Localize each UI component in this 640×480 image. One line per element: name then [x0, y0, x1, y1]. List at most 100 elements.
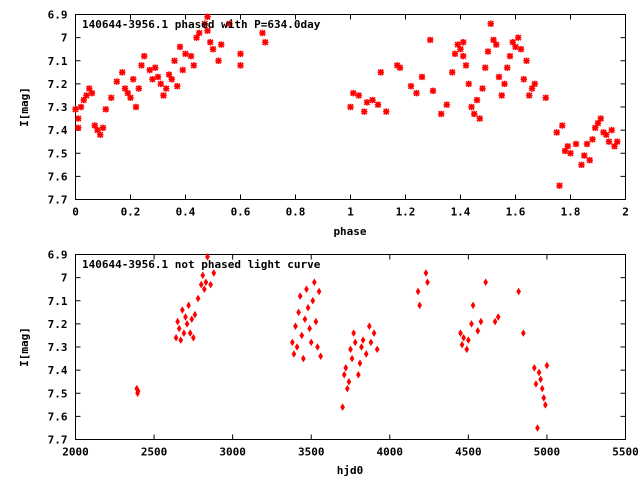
data-point [460, 52, 467, 60]
y-tick-label: 7.7 [48, 434, 68, 447]
data-point [361, 108, 368, 115]
data-point [374, 345, 380, 354]
data-point [99, 124, 107, 132]
y-tick-label: 6.9 [48, 9, 68, 22]
data-point [418, 73, 426, 81]
x-tick-label: 1.6 [506, 206, 526, 219]
data-point [572, 140, 580, 148]
data-point [193, 34, 200, 41]
data-point [293, 322, 298, 330]
data-point [75, 124, 82, 132]
data-point [307, 324, 312, 333]
data-point [316, 287, 322, 296]
data-point [538, 375, 543, 384]
data-point [516, 287, 521, 296]
data-point [501, 80, 508, 88]
data-point [367, 322, 372, 330]
data-point [313, 317, 319, 326]
data-point [160, 92, 167, 99]
data-point [196, 29, 203, 37]
data-point [423, 269, 429, 277]
data-point [564, 143, 571, 150]
data-point [458, 329, 463, 337]
y-axis-label: I[mag] [18, 87, 31, 127]
data-point [589, 136, 596, 143]
x-tick-label: 1.8 [561, 206, 581, 219]
data-point [176, 43, 184, 51]
data-point [506, 52, 514, 60]
data-point [290, 338, 295, 347]
data-point [352, 338, 358, 347]
data-point [308, 338, 314, 347]
data-point [130, 76, 137, 83]
data-point [611, 143, 618, 150]
data-point [368, 338, 374, 347]
data-point [157, 80, 164, 88]
data-point [348, 345, 353, 354]
data-point [466, 336, 471, 344]
data-point [91, 122, 98, 129]
data-point [597, 115, 604, 122]
data-point [191, 333, 196, 342]
data-point [371, 329, 377, 337]
data-point [417, 301, 422, 310]
data-point [141, 52, 148, 60]
y-tick-label: 7.6 [48, 170, 68, 183]
data-point [542, 94, 549, 101]
data-point [460, 39, 467, 46]
data-point [205, 253, 210, 261]
data-point [459, 340, 465, 349]
data-point [237, 50, 244, 58]
data-point [462, 62, 470, 69]
data-point [523, 57, 530, 64]
data-point [532, 364, 537, 372]
x-tick-label: 3500 [298, 446, 325, 459]
data-point [535, 424, 540, 432]
y-tick-label: 7 [61, 32, 68, 45]
data-point [119, 69, 126, 76]
x-axis-label: hjd0 [337, 464, 364, 477]
data-point [360, 336, 366, 344]
data-point [461, 333, 466, 342]
data-point [479, 85, 486, 92]
x-tick-label: 1 [347, 206, 354, 219]
y-tick-label: 7.5 [48, 387, 68, 400]
data-point [304, 285, 309, 293]
x-tick-label: 2500 [141, 446, 168, 459]
data-point [468, 103, 475, 111]
data-point [457, 45, 464, 53]
unphased-light-curve-panel: 2000 2500 3000 3500 4000 4500 5000 5500 6.9 7 7.1 7… [18, 249, 639, 478]
x-tick-label: 5500 [612, 446, 639, 459]
data-point [592, 124, 599, 132]
data-point [520, 76, 527, 83]
data-point [396, 64, 404, 71]
data-point [218, 41, 225, 48]
data-point [186, 301, 191, 310]
data-point [200, 271, 206, 280]
data-point [512, 43, 519, 51]
data-point [312, 278, 317, 287]
data-point [526, 92, 533, 99]
data-point [413, 89, 420, 97]
data-point [171, 57, 178, 64]
y-tick-label: 6.9 [48, 249, 68, 262]
data-point [515, 34, 522, 41]
data-point [356, 370, 361, 379]
y-tick-label: 7.4 [48, 364, 68, 377]
data-point [176, 324, 182, 333]
data-point [605, 138, 613, 145]
data-point [469, 320, 474, 328]
data-point [349, 354, 355, 363]
data-point [179, 66, 186, 74]
y-tick-label: 7.6 [48, 410, 68, 423]
data-point [443, 101, 450, 108]
data-point [204, 27, 211, 34]
data-point [470, 301, 476, 310]
x-tick-label: 2000 [62, 446, 89, 459]
data-point [343, 364, 349, 372]
data-point [614, 138, 621, 145]
data-point [578, 161, 585, 169]
data-point [135, 387, 141, 395]
data-point [357, 359, 363, 367]
x-tick-label: 2 [622, 206, 629, 219]
